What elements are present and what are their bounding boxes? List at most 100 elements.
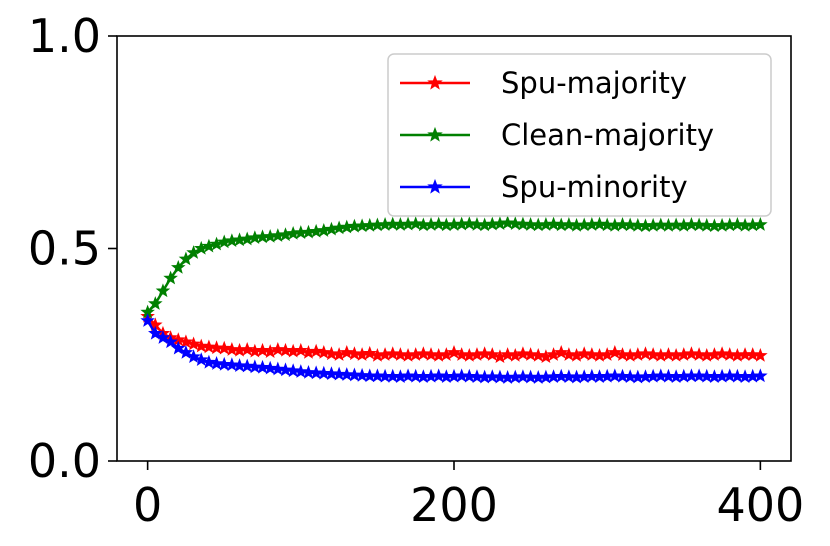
- data-point: [477, 346, 492, 361]
- data-point: [148, 325, 163, 340]
- data-point: [293, 342, 309, 357]
- legend-label: Spu-majority: [501, 66, 687, 100]
- y-axis: 0.0 0.5 1.0: [28, 9, 117, 488]
- data-point: [615, 347, 630, 361]
- data-point: [224, 342, 240, 356]
- x-tick-label: 200: [410, 478, 498, 532]
- data-point: [561, 347, 577, 361]
- data-point: [714, 346, 730, 361]
- data-point: [416, 346, 431, 361]
- data-point: [347, 346, 362, 361]
- data-point: [155, 330, 171, 344]
- data-point: [753, 217, 768, 231]
- x-tick-label: 0: [133, 478, 162, 532]
- data-point: [362, 345, 378, 360]
- data-point: [408, 216, 423, 231]
- legend-marker: [427, 178, 443, 194]
- data-point: [753, 347, 768, 362]
- data-point: [638, 346, 653, 361]
- data-point: [561, 217, 577, 231]
- x-tick-label: 400: [716, 478, 804, 532]
- data-point: [255, 342, 270, 357]
- data-point: [278, 342, 293, 357]
- data-point: [423, 347, 439, 361]
- data-point: [201, 354, 217, 369]
- legend-item: Spu-minority: [400, 170, 688, 204]
- data-point: [553, 344, 569, 359]
- data-point: [148, 296, 163, 310]
- data-point: [178, 344, 194, 359]
- series-clean-majority: [140, 215, 768, 319]
- y-tick-label: 1.0: [28, 9, 101, 63]
- data-point: [446, 344, 462, 359]
- data-point: [691, 347, 707, 361]
- data-point: [324, 346, 339, 361]
- data-point: [270, 342, 286, 356]
- legend-label: Spu-minority: [501, 170, 688, 204]
- data-point: [454, 347, 469, 361]
- data-point: [308, 343, 324, 358]
- data-point: [209, 356, 224, 370]
- data-point: [255, 359, 270, 374]
- data-point: [745, 347, 760, 361]
- legend-label: Clean-majority: [501, 118, 714, 152]
- data-point: [722, 347, 737, 361]
- series-layer: [140, 215, 768, 384]
- data-point: [270, 361, 286, 376]
- data-point: [584, 347, 600, 361]
- data-point: [607, 344, 623, 359]
- data-point: [730, 217, 745, 231]
- data-point: [278, 362, 293, 377]
- data-point: [201, 339, 217, 354]
- data-point: [262, 360, 278, 375]
- x-axis: 0 200 400: [133, 461, 804, 532]
- data-point: [645, 347, 661, 361]
- data-point: [216, 340, 232, 355]
- data-point: [500, 347, 515, 361]
- data-point: [316, 344, 332, 359]
- data-point: [385, 346, 400, 361]
- legend: Spu-majority Clean-majority Spu-minority: [387, 53, 772, 217]
- data-point: [393, 347, 408, 361]
- data-point: [684, 346, 699, 361]
- data-point: [285, 363, 301, 378]
- data-point: [239, 342, 255, 356]
- legend-marker: [427, 74, 443, 90]
- data-point: [515, 346, 531, 361]
- data-point: [171, 259, 186, 274]
- data-point: [576, 346, 592, 361]
- legend-box: [387, 53, 772, 217]
- data-point: [193, 338, 209, 353]
- series-spu-majority: [140, 308, 768, 364]
- data-point: [163, 270, 178, 285]
- data-point: [485, 347, 500, 361]
- legend-item: Spu-majority: [400, 66, 687, 100]
- data-point: [546, 216, 561, 231]
- data-point: [661, 347, 676, 361]
- data-point: [462, 216, 477, 231]
- data-point: [163, 334, 178, 349]
- data-point: [178, 334, 194, 349]
- series-spu-minority: [140, 313, 768, 384]
- data-point: [171, 340, 186, 355]
- data-point: [293, 364, 309, 378]
- data-point: [239, 358, 255, 373]
- data-point: [431, 216, 446, 231]
- data-point: [140, 313, 155, 327]
- data-point: [431, 368, 446, 383]
- data-point: [155, 283, 171, 298]
- y-tick-label: 0.5: [28, 222, 101, 276]
- y-tick-label: 0.0: [28, 434, 101, 488]
- data-point: [523, 347, 538, 361]
- legend-marker: [427, 126, 443, 142]
- data-point: [500, 215, 515, 230]
- data-point: [592, 216, 607, 231]
- legend-item: Clean-majority: [400, 118, 714, 152]
- data-point: [186, 336, 201, 351]
- data-point: [753, 368, 768, 383]
- data-point: [224, 357, 240, 372]
- data-point: [530, 347, 546, 362]
- data-point: [339, 344, 355, 359]
- data-point: [193, 352, 209, 367]
